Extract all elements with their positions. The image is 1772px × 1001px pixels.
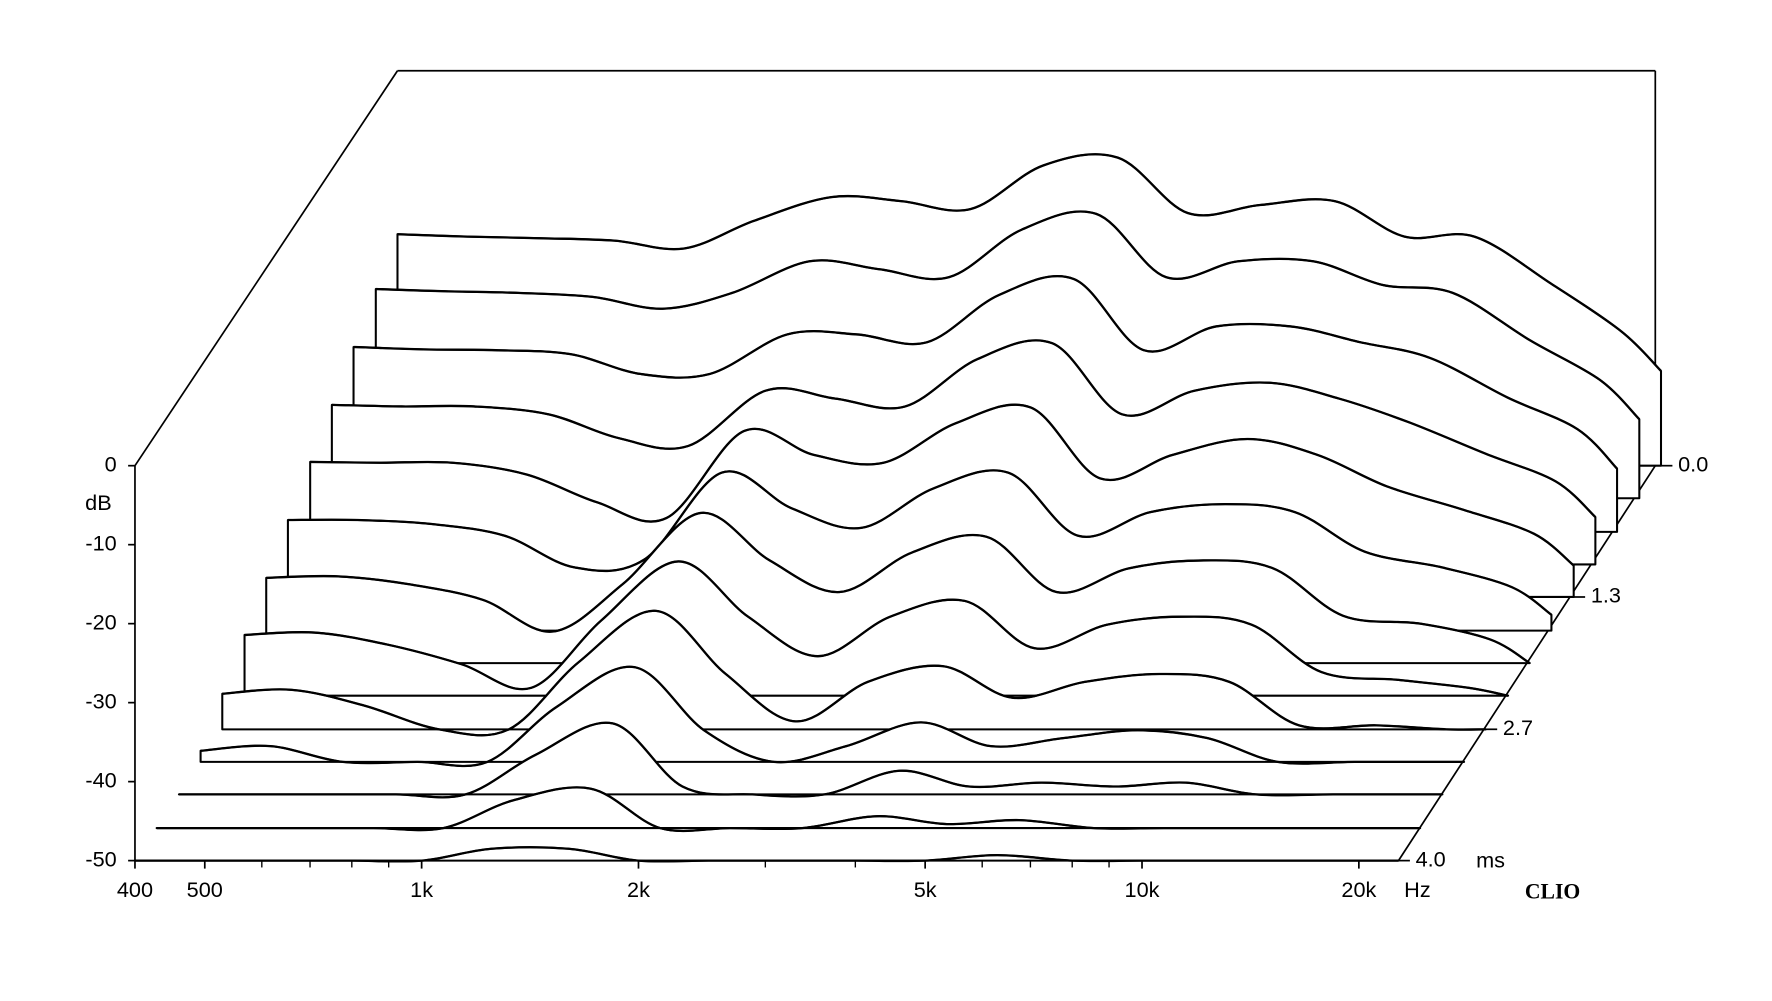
slice-curve	[375, 210, 1641, 421]
slice-curve	[287, 469, 1553, 616]
x-tick-label: 400	[117, 877, 153, 902]
x-tick-label: 1k	[410, 877, 433, 902]
z-tick-label: 4.0	[1416, 846, 1446, 871]
y-axis-label: dB	[85, 490, 112, 515]
slice-curve	[397, 153, 1662, 372]
x-tick-label: 5k	[914, 877, 937, 902]
z-tick-label: 2.7	[1503, 715, 1533, 740]
slice-curve	[353, 275, 1618, 470]
y-tick-label: -30	[85, 688, 116, 713]
slice-curve	[200, 665, 1465, 768]
y-tick-label: -20	[85, 609, 116, 634]
y-tick-label: -40	[85, 767, 116, 792]
frame-edge	[134, 70, 399, 467]
slice-curve	[134, 846, 1399, 863]
y-tick-label: 0	[105, 451, 117, 476]
slice-curve	[310, 403, 1575, 567]
z-unit: ms	[1476, 847, 1505, 872]
x-tick-label: 500	[187, 877, 223, 902]
slice-curve	[178, 721, 1443, 799]
x-tick-label: 10k	[1125, 877, 1160, 902]
y-tick-label: -50	[85, 846, 116, 871]
x-unit: Hz	[1404, 877, 1431, 902]
z-tick-label: 0.0	[1678, 451, 1708, 476]
slice-curve	[244, 560, 1509, 697]
slice-curve	[222, 609, 1486, 737]
y-tick-label: -10	[85, 530, 116, 555]
slice-curve	[266, 511, 1531, 665]
x-tick-label: 2k	[627, 877, 650, 902]
z-tick-label: 1.3	[1591, 583, 1621, 608]
slice-curve	[331, 339, 1597, 518]
x-tick-label: 20k	[1341, 877, 1376, 902]
slice-curve	[156, 786, 1421, 833]
brand: CLIO	[1525, 880, 1580, 904]
